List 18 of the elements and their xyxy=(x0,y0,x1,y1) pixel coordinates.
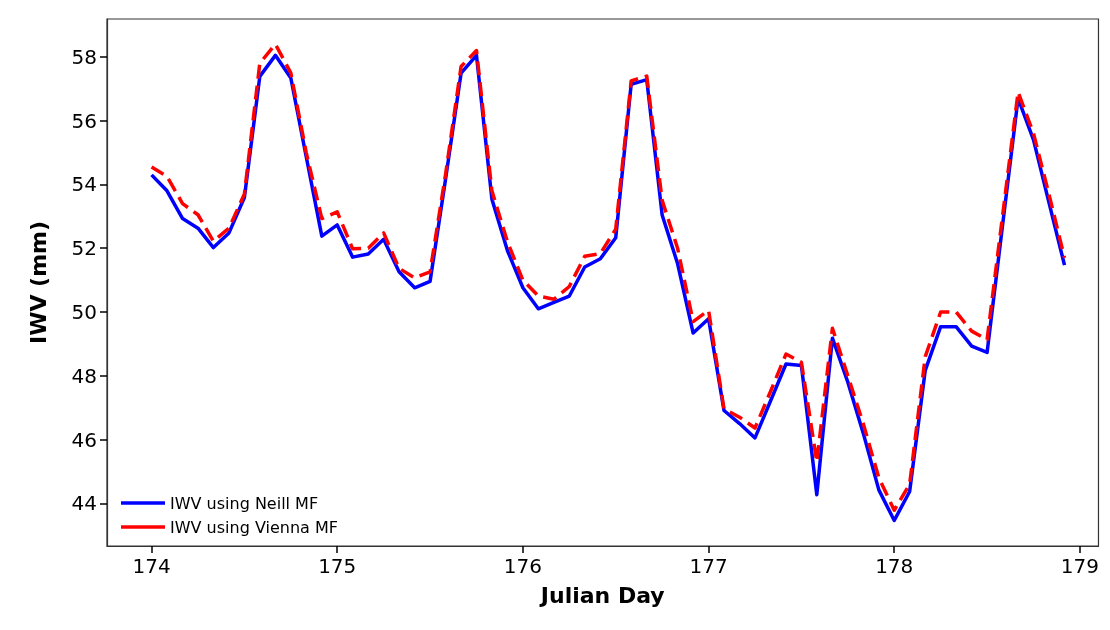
x-tick-label: 177 xyxy=(689,554,728,578)
y-tick-label: 46 xyxy=(71,427,97,452)
x-tick-label: 179 xyxy=(1060,554,1100,578)
y-tick-label: 48 xyxy=(71,363,97,388)
y-tick-label: 54 xyxy=(71,172,97,197)
x-tick-label: 174 xyxy=(132,554,171,578)
y-tick-label: 58 xyxy=(71,44,97,69)
x-tick-label: 176 xyxy=(503,554,542,578)
legend-label: IWV using Neill MF xyxy=(170,493,319,513)
y-tick-label: 50 xyxy=(71,299,97,324)
x-tick-label: 178 xyxy=(875,554,914,578)
x-tick-label: 175 xyxy=(318,554,357,578)
y-tick-label: 56 xyxy=(71,108,97,133)
y-axis-title: IWV (mm) xyxy=(25,220,51,345)
y-tick-label: 44 xyxy=(71,491,97,516)
x-axis-title: Julian Day xyxy=(538,582,665,608)
legend-label: IWV using Vienna MF xyxy=(170,517,338,537)
y-tick-label: 52 xyxy=(71,236,97,261)
